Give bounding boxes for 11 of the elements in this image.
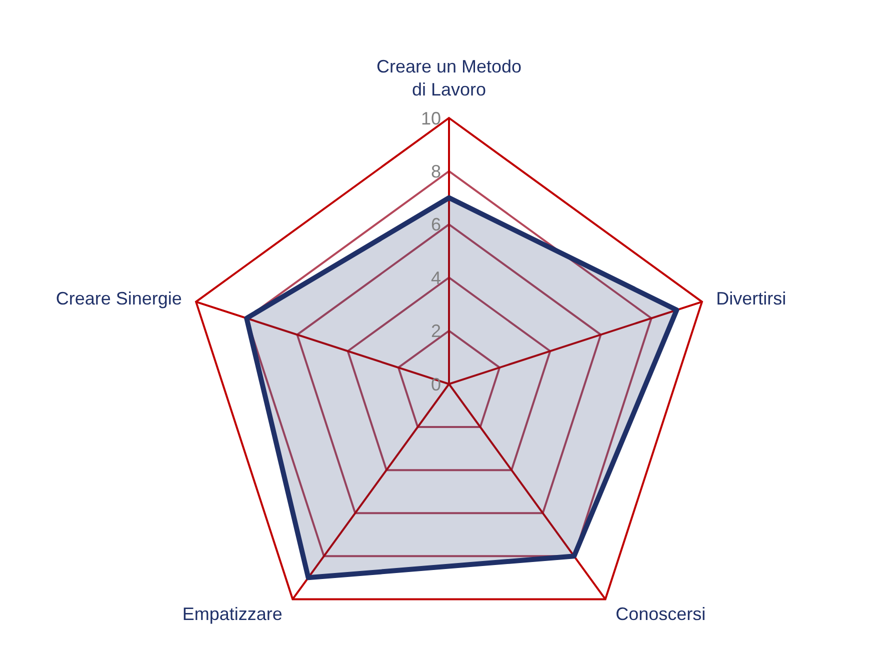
y-tick-label: 0 — [430, 374, 441, 394]
y-tick-label: 10 — [420, 108, 441, 128]
spoke-label: Creare Sinergie — [56, 288, 182, 309]
spoke-label: Creare un Metodo di Lavoro — [376, 56, 522, 100]
spoke-label: Conoscersi — [616, 604, 706, 624]
y-tick-label: 8 — [430, 162, 441, 182]
y-tick-label: 6 — [430, 214, 441, 235]
spoke-label: Empatizzare — [182, 604, 282, 624]
y-tick-label: 2 — [430, 321, 441, 342]
y-tick-label: 4 — [430, 268, 441, 288]
spoke-label: Divertirsi — [716, 288, 786, 309]
